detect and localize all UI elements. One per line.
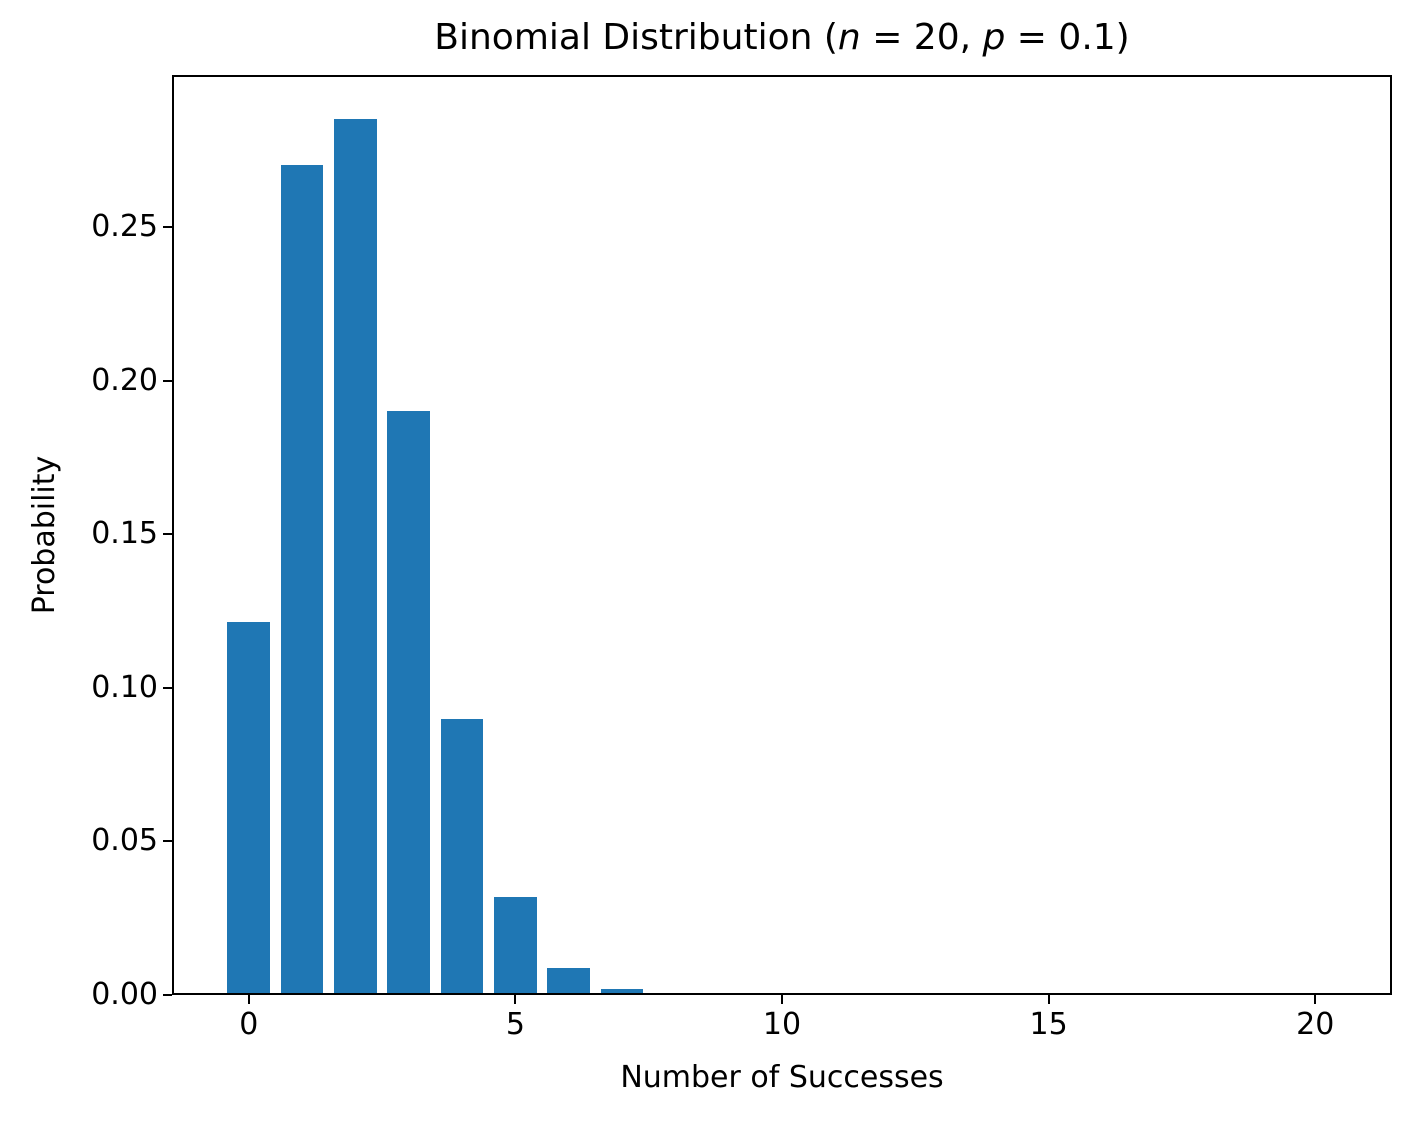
y-tick-label: 0.20 [91, 362, 158, 398]
x-tick-mark [247, 995, 250, 1004]
x-tick-label: 5 [505, 1007, 525, 1042]
x-tick-mark [1314, 995, 1317, 1004]
bars-layer [172, 75, 1392, 995]
x-tick-mark [1047, 995, 1050, 1004]
y-tick-label: 0.10 [91, 669, 158, 705]
bar-x3 [387, 411, 431, 995]
x-tick-label: 0 [239, 1007, 259, 1042]
bar-x2 [334, 119, 377, 995]
y-tick-label: 0.05 [91, 823, 158, 859]
x-axis-label: Number of Successes [620, 1060, 944, 1095]
title-var-p: p [982, 17, 1006, 58]
x-tick-label: 15 [1029, 1007, 1068, 1042]
bar-x7 [600, 988, 644, 995]
title-var-n: n [837, 17, 861, 58]
bar-x5 [494, 896, 537, 995]
x-tick-label: 20 [1296, 1007, 1335, 1042]
bar-x6 [547, 967, 591, 995]
title-text-mid: = 20, [860, 17, 983, 58]
x-tick-label: 10 [762, 1007, 802, 1042]
title-text-suffix: = 0.1) [1005, 17, 1130, 58]
x-tick-mark [514, 995, 517, 1004]
y-tick-label: 0.25 [91, 209, 158, 245]
bar-x1 [280, 165, 324, 995]
chart-title: Binomial Distribution (n = 20, p = 0.1) [172, 16, 1392, 60]
y-tick-mark [163, 379, 172, 382]
bar-x0 [227, 621, 271, 995]
y-tick-mark [163, 994, 172, 996]
bar-x4 [440, 719, 484, 995]
title-text-prefix: Binomial Distribution ( [434, 17, 838, 58]
y-tick-mark [163, 840, 172, 843]
y-tick-mark [163, 686, 172, 689]
x-tick-mark [781, 995, 783, 1004]
y-tick-label: 0.15 [91, 516, 158, 552]
y-tick-mark [163, 226, 172, 229]
bar-x8 [654, 993, 697, 995]
y-tick-mark [163, 533, 172, 536]
y-tick-label: 0.00 [91, 977, 158, 1012]
y-axis-label: Probability [27, 455, 62, 615]
